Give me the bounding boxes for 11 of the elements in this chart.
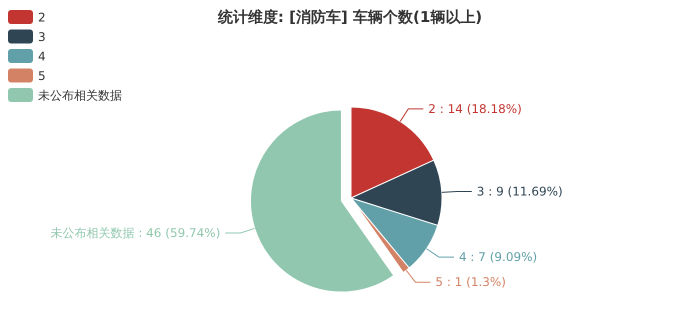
data-label: 未公布相关数据 : 46 (59.74%) [50, 226, 220, 240]
legend-label: 5 [38, 69, 46, 83]
data-label: 4 : 7 (9.09%) [458, 250, 538, 264]
legend-label: 未公布相关数据 [38, 88, 122, 102]
chart-title: 统计维度: [消防车] 车辆个数(1辆以上) [216, 8, 482, 26]
data-label: 3 : 9 (11.69%) [476, 184, 563, 199]
legend-label: 4 [38, 50, 46, 64]
legend-label: 3 [38, 30, 46, 44]
data-label: 2 : 14 (18.18%) [428, 102, 522, 116]
legend-label: 2 [38, 10, 46, 24]
data-label: 5 : 1 (1.3%) [435, 275, 506, 290]
